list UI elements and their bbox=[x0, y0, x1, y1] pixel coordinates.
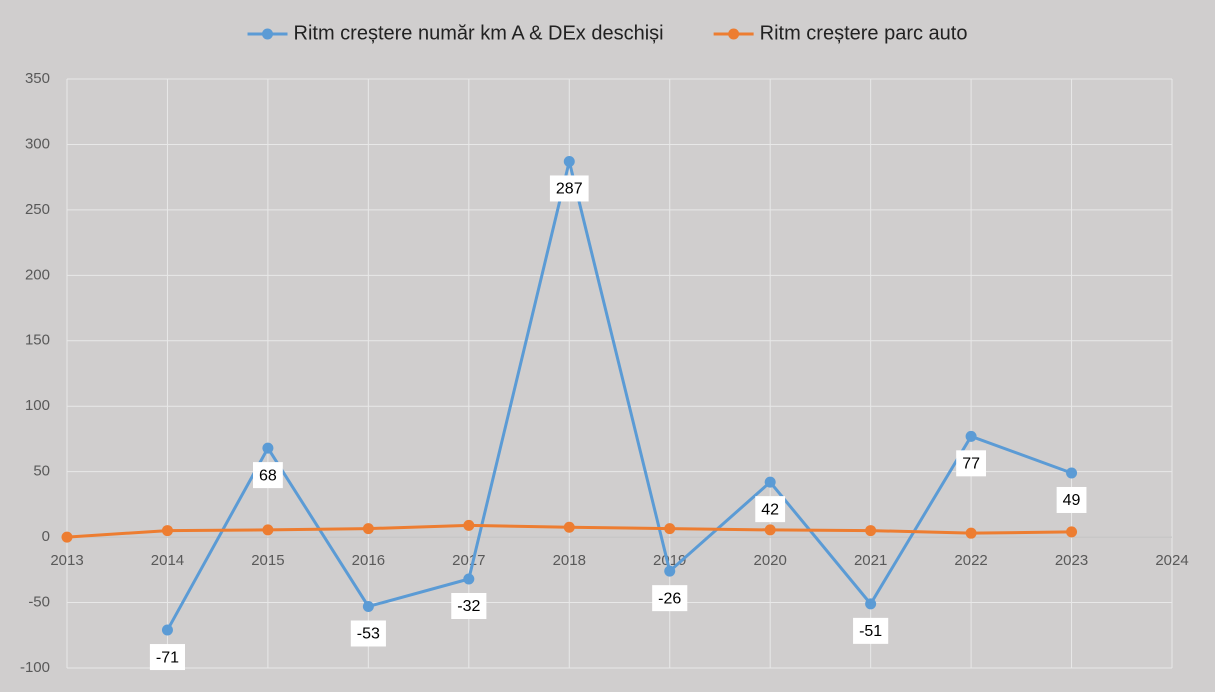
data-point bbox=[262, 442, 274, 454]
legend-marker bbox=[728, 28, 740, 40]
x-tick-label: 2022 bbox=[954, 552, 987, 569]
data-label-box bbox=[451, 592, 487, 619]
data-point bbox=[965, 527, 977, 539]
legend-marker bbox=[262, 28, 274, 40]
y-tick-label: -50 bbox=[28, 594, 50, 611]
legend-label: Ritm creștere parc auto bbox=[760, 22, 968, 44]
data-point bbox=[865, 525, 877, 537]
y-tick-label: -100 bbox=[20, 659, 50, 676]
data-label: 68 bbox=[259, 467, 277, 484]
x-tick-label: 2015 bbox=[251, 552, 284, 569]
data-label: 287 bbox=[556, 181, 583, 198]
y-tick-label: 250 bbox=[25, 201, 50, 218]
data-label-box bbox=[149, 644, 186, 671]
data-label-box bbox=[755, 496, 786, 523]
data-label: 49 bbox=[1063, 492, 1081, 509]
data-label: 42 bbox=[761, 501, 779, 518]
data-point bbox=[463, 573, 475, 585]
data-label-box bbox=[652, 585, 688, 612]
data-point bbox=[362, 523, 374, 535]
legend-label: Ritm creștere număr km A & DEx deschiși bbox=[294, 22, 664, 44]
y-tick-label: 200 bbox=[25, 266, 50, 283]
data-label-box bbox=[350, 620, 386, 647]
x-tick-label: 2018 bbox=[553, 552, 586, 569]
data-label: 77 bbox=[962, 456, 980, 473]
x-tick-label: 2017 bbox=[452, 552, 485, 569]
data-point bbox=[463, 519, 475, 531]
data-label: -26 bbox=[658, 590, 681, 607]
data-point bbox=[764, 524, 776, 536]
data-point bbox=[61, 531, 73, 543]
data-point bbox=[664, 565, 676, 577]
data-label-box bbox=[1056, 486, 1087, 513]
data-label: -32 bbox=[457, 598, 480, 615]
data-point bbox=[362, 600, 374, 612]
x-tick-label: 2021 bbox=[854, 552, 887, 569]
data-label-box bbox=[253, 462, 283, 489]
x-tick-label: 2016 bbox=[352, 552, 385, 569]
data-point bbox=[262, 524, 274, 536]
data-label-box bbox=[853, 617, 889, 644]
y-tick-label: 350 bbox=[25, 70, 50, 87]
data-label: -71 bbox=[156, 649, 179, 666]
data-point bbox=[563, 155, 575, 167]
data-point bbox=[764, 476, 776, 488]
y-tick-label: 150 bbox=[25, 332, 50, 349]
data-point bbox=[161, 624, 173, 636]
data-label-box bbox=[549, 175, 589, 202]
data-point bbox=[161, 525, 173, 537]
data-point bbox=[1066, 526, 1078, 538]
x-tick-label: 2023 bbox=[1055, 552, 1088, 569]
data-point bbox=[563, 521, 575, 533]
x-tick-label: 2014 bbox=[151, 552, 184, 569]
data-point bbox=[865, 598, 877, 610]
x-tick-label: 2024 bbox=[1155, 552, 1188, 569]
data-label: -51 bbox=[859, 623, 882, 640]
data-point bbox=[664, 523, 676, 535]
x-tick-label: 2020 bbox=[753, 552, 786, 569]
data-label-box bbox=[956, 450, 986, 477]
y-tick-label: 300 bbox=[25, 135, 50, 152]
y-tick-label: 100 bbox=[25, 397, 50, 414]
data-point bbox=[965, 430, 977, 442]
series-line bbox=[166, 161, 1073, 631]
data-point bbox=[1066, 467, 1078, 479]
x-tick-label: 2013 bbox=[50, 552, 83, 569]
data-label: -53 bbox=[357, 626, 380, 643]
y-tick-label: 0 bbox=[42, 528, 50, 545]
y-tick-label: 50 bbox=[33, 463, 50, 480]
